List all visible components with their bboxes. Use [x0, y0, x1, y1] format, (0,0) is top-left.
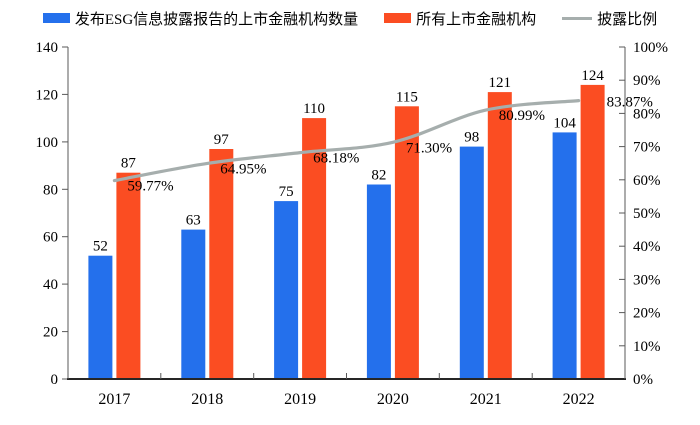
legend-item-disclosing-institutions: 发布ESG信息披露报告的上市金融机构数量	[42, 8, 359, 29]
left-axis-tick-label: 100	[36, 135, 59, 151]
legend-label-disclosing-institutions: 发布ESG信息披露报告的上市金融机构数量	[74, 11, 359, 28]
right-axis-tick-label: 80%	[633, 106, 661, 122]
bar-all-2019	[302, 118, 327, 379]
bar-value-label: 87	[121, 156, 137, 172]
left-axis-tick-label: 40	[43, 277, 58, 293]
bar-disclosing-2022	[552, 132, 577, 379]
right-axis-tick-label: 20%	[633, 306, 661, 322]
bar-value-label: 124	[581, 68, 604, 84]
legend-label-all-institutions: 所有上市金融机构	[416, 11, 537, 28]
x-axis-label-2019: 2019	[284, 391, 316, 408]
x-axis-label-2017: 2017	[98, 391, 130, 408]
bar-value-label: 121	[489, 75, 512, 91]
bar-disclosing-2017	[88, 255, 113, 379]
bar-all-2017	[116, 172, 141, 379]
pct-label-2020: 71.30%	[406, 140, 452, 156]
right-axis-tick-label: 90%	[633, 73, 661, 89]
bar-value-label: 110	[303, 101, 325, 117]
legend: 发布ESG信息披露报告的上市金融机构数量 所有上市金融机构 披露比例	[0, 6, 700, 30]
bar-value-label: 52	[93, 239, 108, 255]
bar-disclosing-2020	[366, 184, 391, 379]
bar-value-label: 97	[214, 132, 230, 148]
left-axis-tick-label: 140	[36, 40, 59, 56]
disclosure-ratio-line	[112, 99, 581, 183]
left-axis-tick-label: 120	[36, 87, 59, 103]
bar-value-label: 82	[371, 168, 386, 184]
bar-all-2018	[209, 149, 234, 379]
bar-value-label: 75	[279, 184, 294, 200]
right-axis-tick-label: 0%	[633, 372, 653, 388]
x-axis-label-2022: 2022	[563, 391, 595, 408]
pct-label-2022: 83.87%	[607, 95, 653, 111]
x-axis-label-2018: 2018	[191, 391, 223, 408]
right-axis-tick-label: 50%	[633, 206, 661, 222]
bar-value-label: 115	[396, 89, 418, 105]
right-axis-tick-label: 10%	[633, 339, 661, 355]
bar-value-label: 98	[464, 130, 479, 146]
left-axis-tick-label: 20	[43, 325, 58, 341]
x-axis-label-2021: 2021	[470, 391, 502, 408]
right-axis-tick-label: 60%	[633, 173, 661, 189]
legend-label-disclosure-ratio: 披露比例	[597, 11, 658, 28]
bar-disclosing-2019	[274, 201, 299, 379]
bar-all-2022	[580, 84, 605, 380]
bar-disclosing-2021	[459, 146, 484, 379]
bar-disclosing-2018	[181, 229, 206, 379]
bar-all-2020	[394, 106, 419, 380]
right-axis-tick-label: 40%	[633, 239, 661, 255]
pct-label-2017: 59.77%	[127, 179, 173, 195]
legend-item-all-institutions: 所有上市金融机构	[384, 8, 536, 29]
blue-bar-swatch-icon	[42, 13, 70, 23]
right-axis-tick-label: 30%	[633, 272, 661, 288]
bar-all-2021	[487, 92, 512, 379]
pct-label-2019: 68.18%	[313, 151, 359, 167]
orange-bar-swatch-icon	[384, 13, 412, 23]
pct-label-2018: 64.95%	[220, 161, 266, 177]
gray-line-swatch-icon	[562, 16, 593, 20]
left-axis-tick-label: 80	[43, 182, 58, 198]
bar-value-label: 63	[186, 213, 201, 229]
legend-item-disclosure-ratio: 披露比例	[562, 8, 657, 29]
pct-label-2021: 80.99%	[499, 108, 545, 124]
left-axis-tick-label: 60	[43, 230, 58, 246]
right-axis-tick-label: 70%	[633, 140, 661, 156]
bar-value-label: 104	[553, 115, 576, 131]
right-axis-tick-label: 100%	[633, 40, 668, 56]
left-axis-tick-label: 0	[51, 372, 59, 388]
x-axis-label-2020: 2020	[377, 391, 409, 408]
